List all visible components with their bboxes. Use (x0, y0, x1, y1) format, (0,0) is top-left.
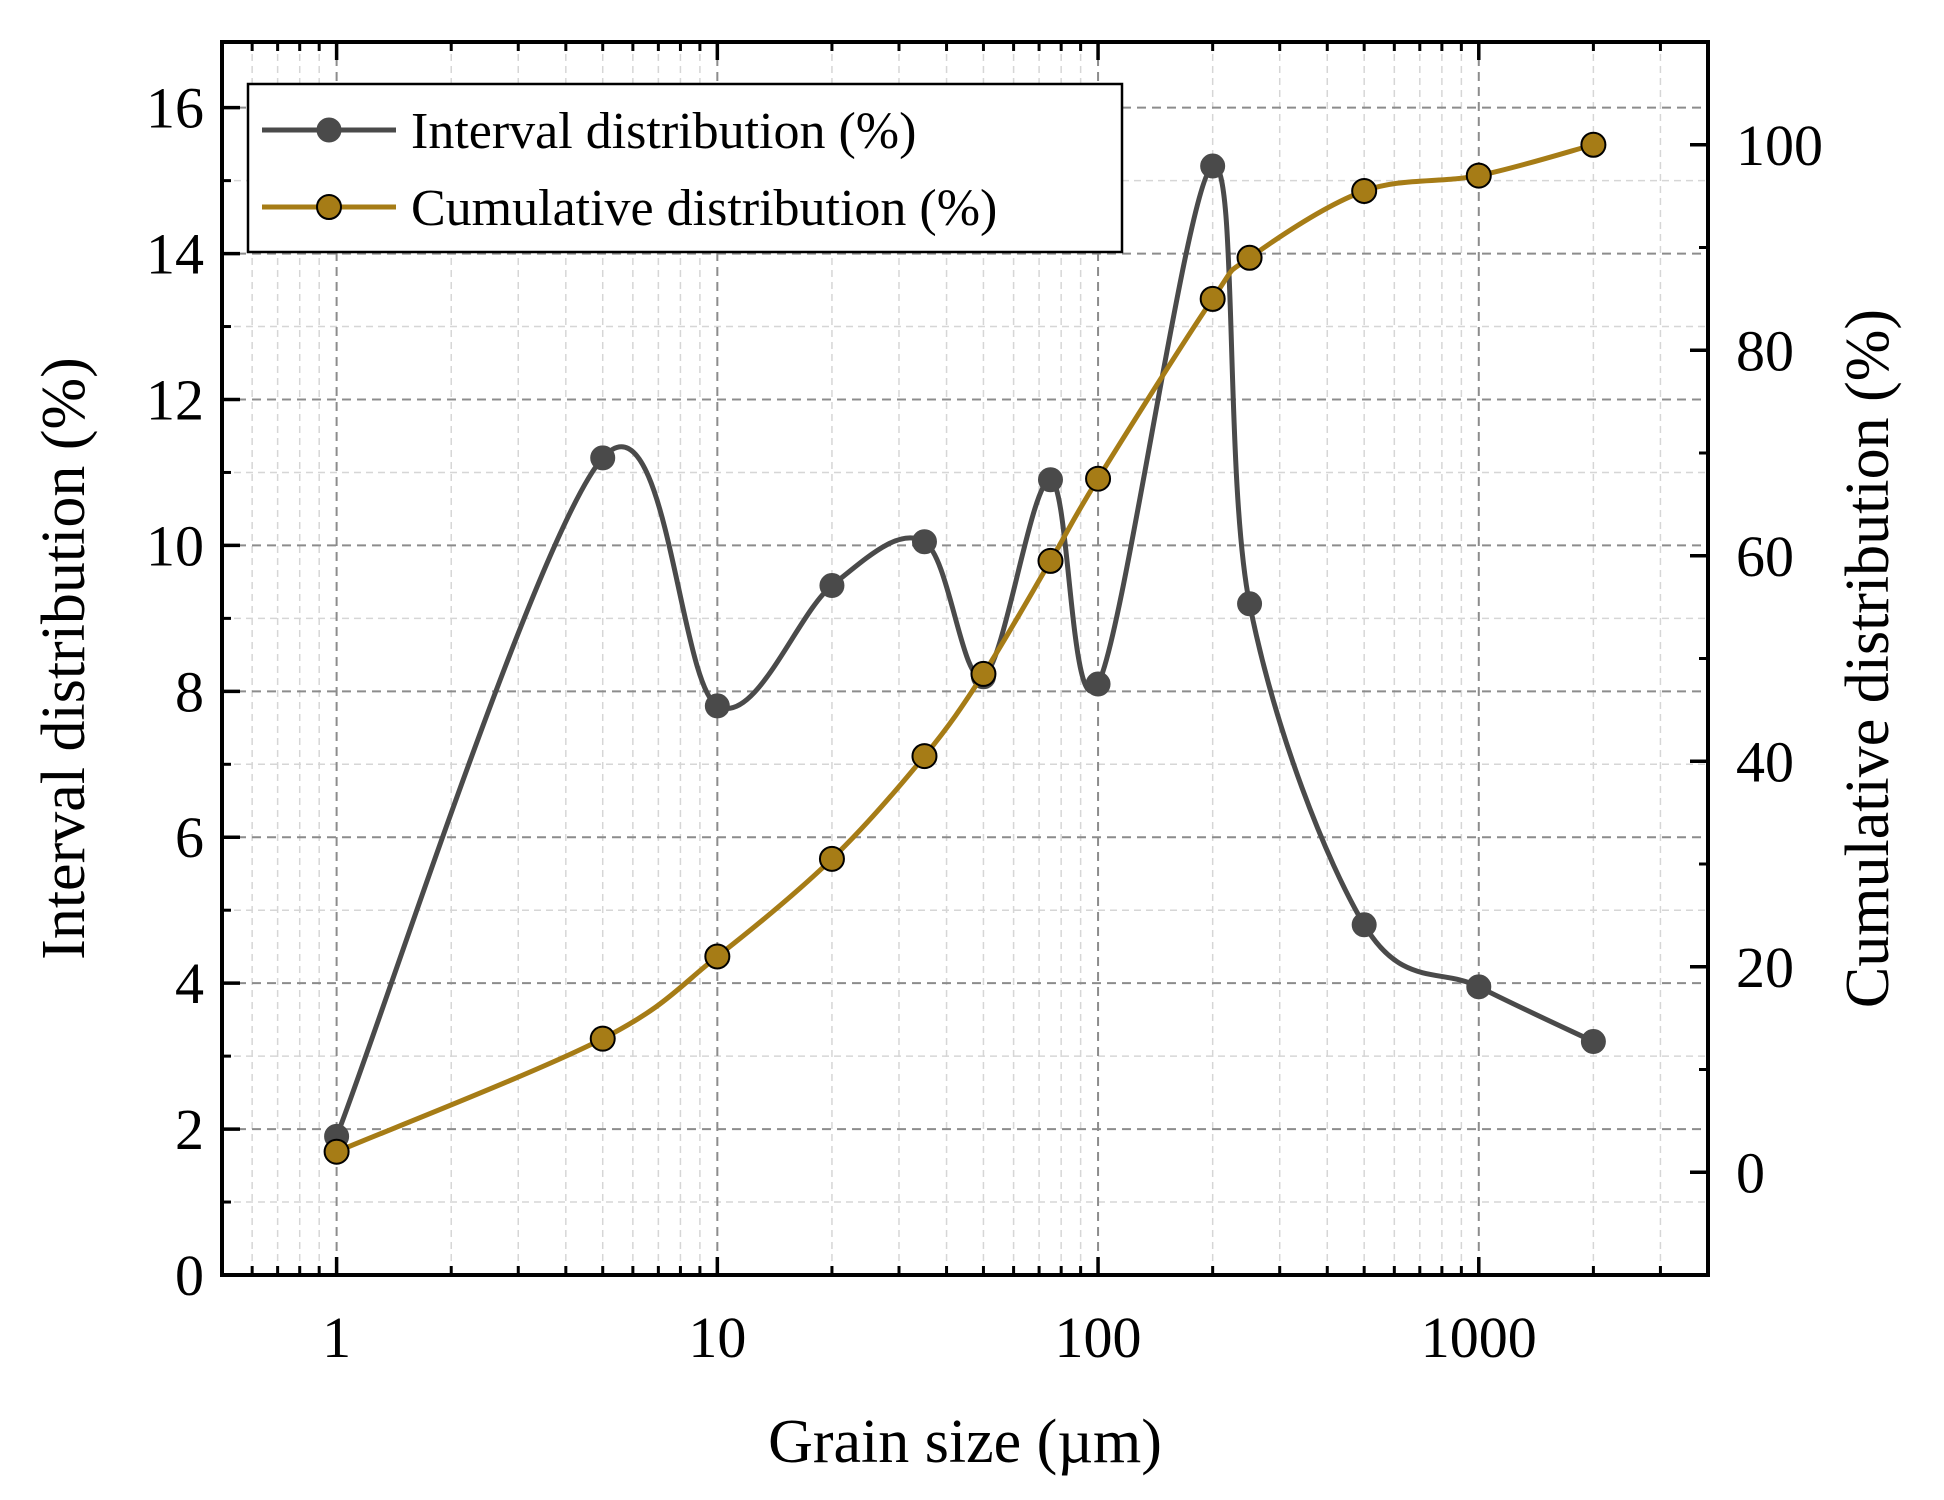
data-point-cumulative (970, 660, 997, 687)
y-tick-label: 16 (146, 76, 204, 141)
x-tick-label: 10 (688, 1305, 746, 1370)
data-point-cumulative (323, 1138, 350, 1165)
axes: 1 10 100 1000 0 2 4 6 8 10 12 14 16 0 20 40 60 80 100 (146, 40, 1823, 1370)
legend-label-cumulative: Cumulative distribution (%) (411, 180, 997, 237)
data-point-cumulative (1199, 285, 1226, 312)
data-point-cumulative (818, 845, 845, 872)
x-tick-label: 1 (322, 1305, 351, 1370)
y2-tick-label: 60 (1736, 524, 1794, 589)
x-axis-title: Grain size (µm) (768, 1408, 1162, 1476)
data-point-interval (1580, 1029, 1606, 1055)
data-point-cumulative (1465, 162, 1492, 189)
y-tick-label: 14 (146, 222, 204, 287)
data-point-cumulative (704, 943, 731, 970)
legend-label-interval: Interval distribution (%) (411, 103, 916, 160)
y-tick-label: 6 (175, 805, 204, 870)
data-point-cumulative (589, 1025, 616, 1052)
data-point-interval (1085, 671, 1111, 697)
data-point-interval (1037, 467, 1063, 493)
data-point-interval (1351, 912, 1377, 938)
legend: Interval distribution (%) Cumulative dis… (246, 82, 1124, 254)
legend-box (246, 82, 1124, 254)
data-point-interval (911, 529, 937, 555)
data-point-cumulative (1037, 547, 1064, 574)
y-axis-title: Interval distribution (%) (30, 357, 98, 960)
y2-tick-label: 0 (1736, 1140, 1765, 1205)
legend-marker-interval (316, 117, 342, 143)
y-tick-label: 12 (146, 367, 204, 432)
data-point-interval (1200, 153, 1226, 179)
y2-axis-title: Cumulative distribution (%) (1834, 309, 1902, 1008)
series-layer (323, 131, 1607, 1165)
data-point-cumulative (1236, 244, 1263, 271)
data-point-interval (704, 693, 730, 719)
data-point-cumulative (1580, 131, 1607, 158)
data-point-interval (1237, 591, 1263, 617)
x-tick-label: 100 (1055, 1305, 1142, 1370)
data-point-interval (819, 573, 845, 599)
y-tick-label: 2 (175, 1097, 204, 1162)
y-tick-label: 4 (175, 951, 204, 1016)
series-line-cumulative (335, 142, 1595, 1155)
data-point-interval (590, 445, 616, 471)
data-point-cumulative (911, 743, 938, 770)
y-tick-label: 10 (146, 513, 204, 578)
y2-tick-label: 20 (1736, 935, 1794, 1000)
data-point-cumulative (1085, 465, 1112, 492)
y2-tick-label: 100 (1736, 113, 1823, 178)
legend-marker-cumulative (316, 194, 342, 220)
y2-tick-label: 80 (1736, 318, 1794, 383)
y-tick-label: 0 (175, 1243, 204, 1308)
data-point-cumulative (1351, 177, 1378, 204)
x-tick-label: 1000 (1421, 1305, 1537, 1370)
y2-tick-label: 40 (1736, 729, 1794, 794)
y-tick-label: 8 (175, 659, 204, 724)
data-point-interval (1466, 974, 1492, 1000)
